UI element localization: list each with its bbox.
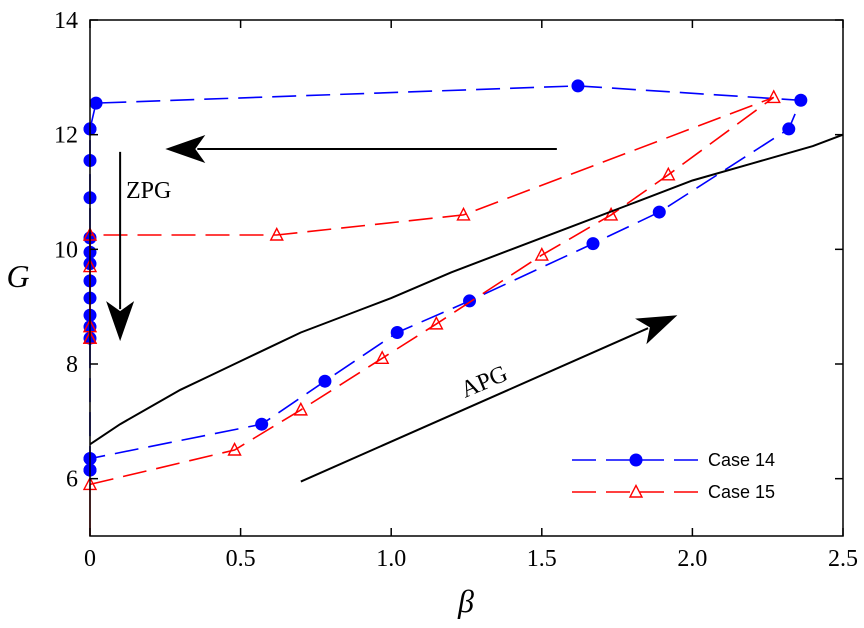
arrow-head <box>165 135 206 163</box>
data-point-case-15 <box>456 206 471 221</box>
y-tick-label: 10 <box>54 237 78 263</box>
annotations: ZPG APG <box>106 135 678 483</box>
data-point-case-15 <box>429 315 444 330</box>
data-point-case-14 <box>652 205 666 219</box>
data-point-case-14 <box>318 374 332 388</box>
legend: Case 14 Case 15 <box>572 450 775 502</box>
data-point-case-15 <box>766 89 781 104</box>
data-point-case-15 <box>227 441 242 456</box>
data-point-case-15 <box>375 350 390 364</box>
x-tick-label: 2.5 <box>828 546 858 572</box>
annotation-apg: APG <box>457 361 511 404</box>
arrow-shaft <box>300 327 649 483</box>
arrow-head <box>106 301 135 342</box>
data-point-case-14 <box>89 96 103 110</box>
data-point-case-15 <box>661 166 676 181</box>
y-tick-label: 12 <box>54 123 78 149</box>
data-point-case-14 <box>782 122 796 136</box>
x-tick-label: 0 <box>84 546 96 572</box>
plot-frame <box>89 19 844 537</box>
data-point-case-14 <box>571 79 585 93</box>
data-point-case-15 <box>534 247 549 261</box>
x-tick-label: 1.5 <box>527 546 557 572</box>
annotation-zpg: ZPG <box>126 178 171 204</box>
x-tick-label: 2.0 <box>677 546 707 572</box>
legend-marker-triangle <box>628 483 644 498</box>
data-point-case-14 <box>586 237 600 251</box>
series-line-case-15 <box>89 96 775 486</box>
y-tick-label: 14 <box>54 8 78 34</box>
x-tick-label: 0.5 <box>226 546 256 572</box>
legend-marker-circle <box>629 453 643 467</box>
legend-label: Case 15 <box>708 482 775 502</box>
data-point-case-14 <box>794 93 808 107</box>
y-tick-label: 6 <box>66 467 78 493</box>
data-point-case-15 <box>293 401 308 416</box>
y-axis-title: G <box>6 258 29 294</box>
x-tick-label: 1.0 <box>376 546 406 572</box>
reference-curve <box>89 133 844 446</box>
data-point-case-14 <box>390 325 404 339</box>
data-point-case-15 <box>269 226 284 241</box>
axis-ticks: 0 0.5 1.0 1.5 2.0 2.5 6 8 10 12 14 <box>54 8 858 572</box>
arrow-head <box>635 315 678 345</box>
legend-label: Case 14 <box>708 450 775 470</box>
data-point-case-15 <box>603 206 619 221</box>
y-tick-label: 8 <box>66 352 78 378</box>
x-axis-title: β <box>457 583 474 619</box>
data-point-case-14 <box>255 417 269 431</box>
